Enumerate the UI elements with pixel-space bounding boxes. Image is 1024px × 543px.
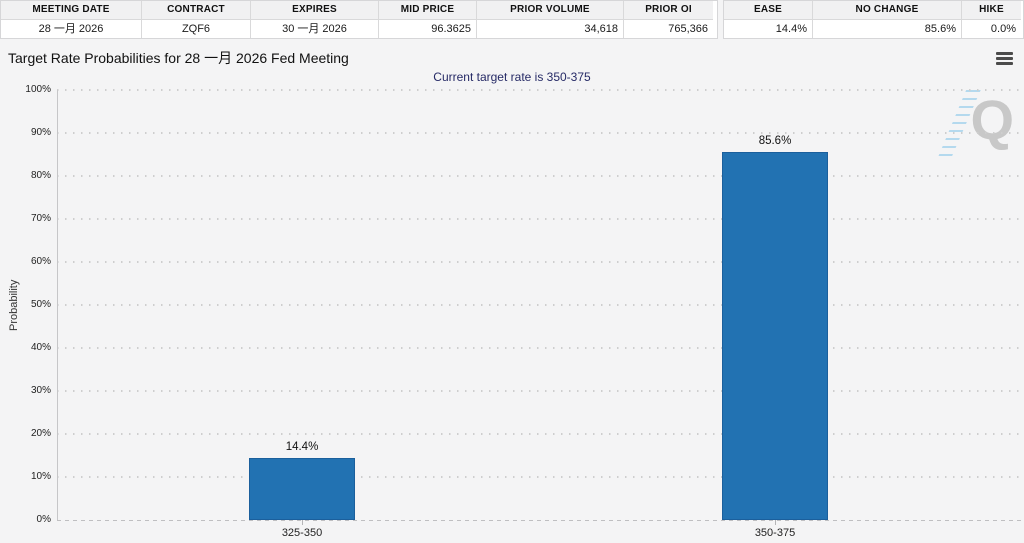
column-contract: CONTRACT ZQF6 [141,1,250,38]
value-cell-expires: 30 一月 2026 [251,20,378,38]
bar-value-label: 85.6% [758,135,792,147]
x-axis-line [57,520,1022,521]
value-cell-mid-price: 96.3625 [379,20,476,38]
y-tick-label: 10% [30,471,51,482]
x-category-label: 350-375 [754,527,796,539]
column-no-change: NO CHANGE 85.6% [812,1,961,38]
gridline [57,476,1022,478]
x-category-label: 325-350 [281,527,323,539]
chart-title: Target Rate Probabilities for 28 一月 2026… [8,50,349,66]
y-tick-label: 0% [36,514,51,525]
chart-subtitle: Current target rate is 350-375 [433,70,591,84]
header-cell-no-change: NO CHANGE [813,1,961,20]
y-tick-label: 100% [25,84,51,95]
gridline [57,175,1022,177]
gridline [57,218,1022,220]
y-tick-label: 50% [30,299,51,310]
gridline [57,433,1022,435]
value-cell-prior-volume: 34,618 [477,20,623,38]
x-tick [302,520,303,525]
header-cell-meeting-date: MEETING DATE [1,1,141,20]
y-tick-label: 90% [30,127,51,138]
header-cell-ease: EASE [724,1,812,20]
column-prior-oi: PRIOR OI 765,366 [623,1,713,38]
y-tick-label: 40% [30,342,51,353]
header-cell-hike: HIKE [962,1,1021,20]
value-cell-meeting-date: 28 一月 2026 [1,20,141,38]
value-cell-contract: ZQF6 [142,20,250,38]
value-cell-prior-oi: 765,366 [624,20,713,38]
y-tick-label: 70% [30,213,51,224]
gridline [57,304,1022,306]
probability-summary-table: EASE 14.4% NO CHANGE 85.6% HIKE 0.0% [723,0,1024,39]
menu-bar [996,57,1013,60]
x-tick [775,520,776,525]
gridline [57,89,1022,91]
column-ease: EASE 14.4% [724,1,812,38]
header-cell-mid-price: MID PRICE [379,1,476,20]
gridline [57,132,1022,134]
gridline [57,347,1022,349]
header-cell-expires: EXPIRES [251,1,378,20]
column-expires: EXPIRES 30 一月 2026 [250,1,378,38]
gridline [57,261,1022,263]
value-cell-hike: 0.0% [962,20,1021,38]
column-mid-price: MID PRICE 96.3625 [378,1,476,38]
menu-bar [996,52,1013,55]
bar-value-label: 14.4% [285,441,319,453]
gridline [57,390,1022,392]
column-hike: HIKE 0.0% [961,1,1021,38]
header-cell-contract: CONTRACT [142,1,250,20]
y-tick-label: 60% [30,256,51,267]
y-axis-line [57,90,58,520]
menu-bar [996,62,1013,65]
y-tick-label: 30% [30,385,51,396]
bar-325-350[interactable] [249,458,355,520]
value-cell-no-change: 85.6% [813,20,961,38]
bar-350-375[interactable] [722,152,828,520]
header-cell-prior-volume: PRIOR VOLUME [477,1,623,20]
contract-summary-table: MEETING DATE 28 一月 2026 CONTRACT ZQF6 EXPIRE… [0,0,718,39]
column-meeting-date: MEETING DATE 28 一月 2026 [1,1,141,38]
header-cell-prior-oi: PRIOR OI [624,1,713,20]
y-tick-label: 80% [30,170,51,181]
column-prior-volume: PRIOR VOLUME 34,618 [476,1,623,38]
hamburger-menu-icon[interactable] [996,52,1013,67]
value-cell-ease: 14.4% [724,20,812,38]
y-tick-label: 20% [30,428,51,439]
